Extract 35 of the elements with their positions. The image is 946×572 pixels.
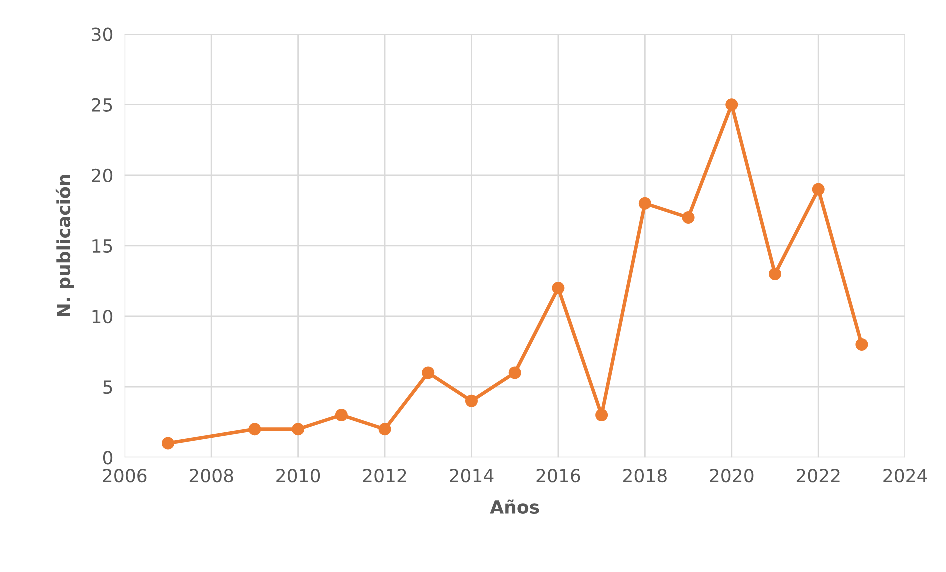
point	[465, 394, 478, 408]
x-tick-label: 2016	[536, 469, 580, 483]
point	[378, 423, 392, 436]
point	[552, 282, 565, 295]
y-tick-label: 30	[92, 28, 113, 42]
point	[422, 366, 435, 380]
y-axis-title: N. publicación	[56, 175, 74, 316]
x-tick-label: 2022	[796, 469, 840, 483]
y-tick-label: 15	[92, 240, 112, 254]
point	[248, 423, 262, 436]
y-tick-label: 20	[92, 168, 113, 183]
point	[292, 423, 305, 436]
x-tick-label: 2018	[624, 469, 667, 483]
point	[856, 338, 868, 351]
y-tick-label: 5	[104, 380, 112, 394]
y-tick-label: 10	[92, 310, 113, 324]
point	[162, 437, 174, 450]
x-tick-label: 2020	[710, 469, 754, 483]
x-tick-label: 2010	[276, 469, 320, 483]
point	[768, 268, 782, 280]
point	[682, 211, 695, 224]
point	[726, 98, 738, 112]
point	[638, 197, 652, 210]
y-tick-label: 0	[103, 451, 113, 465]
point	[596, 409, 608, 422]
x-tick-label: 2008	[190, 469, 234, 483]
point	[812, 183, 825, 196]
y-tick-label: 25	[92, 98, 112, 112]
x-tick-label: 2024	[884, 469, 928, 483]
point	[508, 366, 522, 380]
x-axis-title: Años	[490, 500, 540, 514]
x-tick-label: 2014	[450, 469, 494, 483]
x-tick-label: 2006	[103, 469, 147, 483]
x-tick-label: 2012	[363, 469, 406, 483]
point	[335, 409, 348, 422]
